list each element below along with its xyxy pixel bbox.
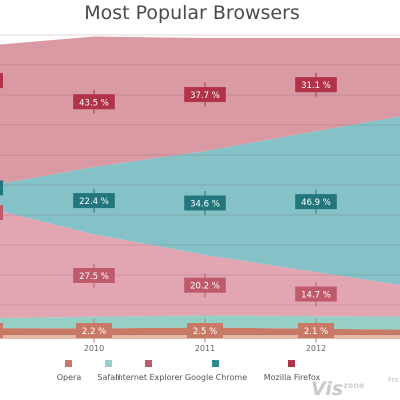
data-label: 43.5 % [73, 89, 115, 114]
data-label: 2.2 % [76, 318, 112, 343]
data-label: 37.7 % [184, 82, 226, 107]
legend-item: Google Chrome [185, 360, 247, 382]
data-label: 34.6 % [184, 191, 226, 215]
svg-text:37.7 %: 37.7 % [190, 91, 220, 101]
edge-marker [0, 73, 3, 89]
data-label: 31.1 % [295, 72, 337, 97]
data-label: 27.5 % [73, 263, 115, 288]
legend-item: Mozilla Firefox [264, 360, 321, 382]
watermark-trailing-text: Fro [388, 376, 399, 384]
svg-text:34.6 %: 34.6 % [190, 200, 220, 210]
data-label: 2.1 % [298, 318, 334, 343]
data-label: 14.7 % [295, 282, 337, 307]
svg-text:2.2 %: 2.2 % [82, 327, 106, 337]
label-layer: 2.2 % 2.5 % 2.1 % 27.5 % 20.2 % 14.7 % 22.4 % 3… [0, 72, 337, 343]
svg-text:2.1 %: 2.1 % [304, 327, 328, 337]
svg-text:22.4 %: 22.4 % [79, 197, 109, 207]
svg-text:14.7 %: 14.7 % [301, 291, 331, 301]
x-tick-label: 2010 [84, 344, 104, 353]
svg-text:Safari: Safari [97, 373, 120, 382]
legend-item: Opera [57, 360, 82, 382]
svg-text:Google Chrome: Google Chrome [185, 373, 247, 382]
svg-text:27.5 %: 27.5 % [79, 272, 109, 282]
chart-title: Most Popular Browsers [84, 2, 300, 24]
x-tick-label: 2011 [195, 344, 215, 353]
x-tick-label: 2012 [306, 344, 326, 353]
svg-text:Opera: Opera [57, 373, 82, 382]
data-label: 20.2 % [184, 273, 226, 298]
svg-text:43.5 %: 43.5 % [79, 98, 109, 108]
svg-text:Mozilla Firefox: Mozilla Firefox [264, 373, 321, 382]
area-mozilla-firefox [0, 36, 400, 184]
data-label: 22.4 % [73, 188, 115, 213]
svg-text:46.9 %: 46.9 % [301, 198, 331, 208]
svg-text:31.1 %: 31.1 % [301, 81, 331, 91]
legend-item: Internet Explorer [115, 360, 184, 382]
svg-text:2.5 %: 2.5 % [193, 327, 217, 337]
legend-item: Safari [97, 360, 121, 382]
edge-marker [0, 323, 3, 338]
svg-text:20.2 %: 20.2 % [190, 282, 220, 292]
edge-marker [0, 205, 3, 221]
svg-text:Internet Explorer: Internet Explorer [115, 373, 183, 382]
tick-layer: 2010 2011 2012 [84, 344, 326, 353]
data-label: 2.5 % [187, 318, 223, 343]
edge-marker [0, 180, 3, 196]
data-label: 46.9 % [295, 189, 337, 214]
watermark-logo: Viszone [311, 378, 365, 400]
